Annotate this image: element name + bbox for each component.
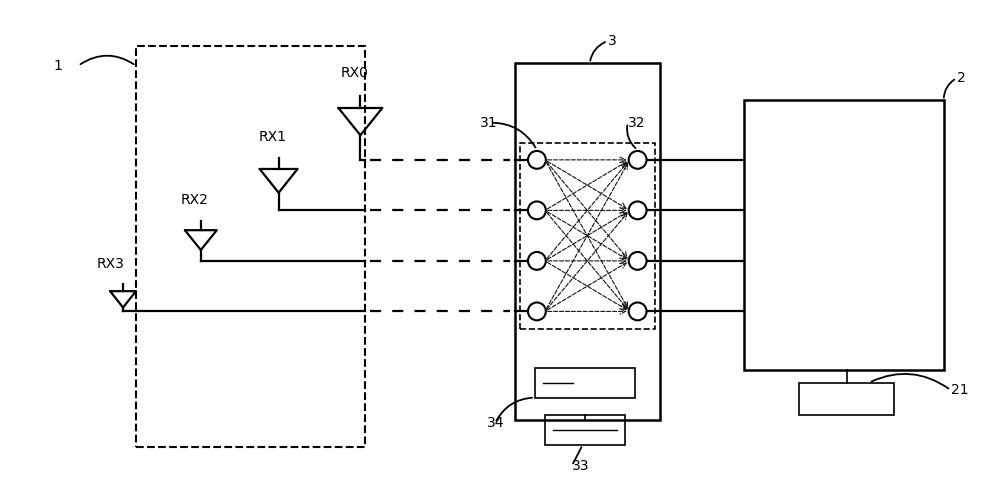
- Text: 31: 31: [480, 116, 498, 129]
- Text: 33: 33: [572, 459, 589, 473]
- Text: 2: 2: [957, 71, 965, 85]
- Bar: [136, 46, 365, 447]
- Text: 1: 1: [53, 59, 62, 73]
- Ellipse shape: [528, 302, 546, 320]
- Text: RX1: RX1: [259, 130, 287, 144]
- Text: 34: 34: [487, 416, 505, 430]
- Ellipse shape: [629, 202, 647, 219]
- Ellipse shape: [629, 252, 647, 270]
- Bar: [744, 101, 944, 371]
- Bar: [545, 415, 625, 445]
- Bar: [515, 63, 660, 420]
- Text: RX0: RX0: [340, 66, 368, 80]
- Text: RX2: RX2: [181, 193, 209, 208]
- Bar: [799, 382, 894, 415]
- Text: RX3: RX3: [97, 257, 125, 271]
- Ellipse shape: [528, 202, 546, 219]
- Ellipse shape: [528, 151, 546, 169]
- Text: 21: 21: [951, 383, 968, 397]
- Text: 3: 3: [608, 34, 616, 48]
- Ellipse shape: [629, 151, 647, 169]
- Bar: [520, 142, 655, 329]
- Ellipse shape: [528, 252, 546, 270]
- Text: 32: 32: [628, 116, 645, 129]
- Ellipse shape: [629, 302, 647, 320]
- Bar: [535, 368, 635, 397]
